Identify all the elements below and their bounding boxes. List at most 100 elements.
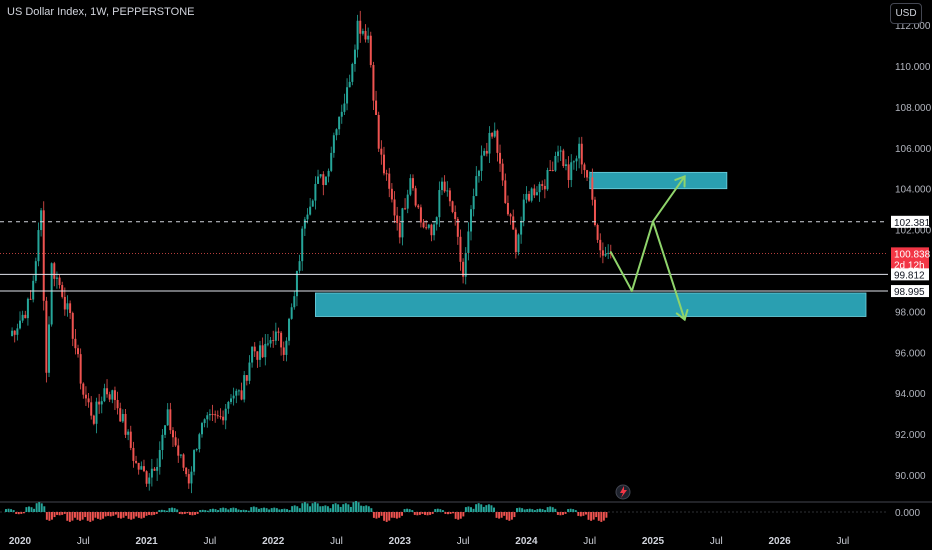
candle-body [303,219,306,229]
candle [530,187,533,203]
supply-demand-zones [314,171,867,317]
oscillator-bar [544,510,547,512]
candle [335,128,338,141]
candle [330,146,333,173]
oscillator-bar [431,512,434,514]
oscillator-pane [0,501,932,522]
oscillator-bar [104,512,107,517]
oscillator-bar [43,506,46,512]
oscillator-bar [477,503,480,512]
flash-icon[interactable] [615,484,631,500]
oscillator-bar [383,512,386,521]
candle-body [113,390,116,401]
candle [501,158,504,186]
oscillator-bar [71,512,74,521]
candle [343,93,346,115]
candle [290,303,293,320]
oscillator-bar [556,512,559,515]
candle [353,44,356,72]
candle-body [145,471,148,484]
oscillator-zero-label: 0.000 [895,508,920,519]
candle-body [364,30,367,40]
oscillator-bar [171,507,174,512]
candle [472,188,475,217]
candle [404,198,407,210]
candle [401,207,404,246]
x-tick-10: Jul [583,536,596,547]
candle [520,216,523,244]
oscillator-bar [490,505,493,512]
candle-body [541,184,544,186]
candle [84,386,87,407]
candle-body [343,103,346,112]
candle [517,233,520,256]
x-tick-14: Jul [837,536,850,547]
candle-body [40,210,43,231]
oscillator-bar [232,507,235,512]
candle-body [256,351,259,360]
oscillator-bar [480,504,483,512]
candle [177,438,180,463]
candle [145,470,148,487]
oscillator-bar [291,506,294,512]
candle-body [282,347,285,355]
candle [441,177,443,196]
oscillator-bar [349,506,352,512]
candle [203,418,206,428]
candle [396,206,399,231]
oscillator-bar [257,508,260,512]
y-tick-3: 108.000 [895,103,932,114]
candle [496,129,499,162]
candle-body [430,224,433,236]
candle [462,258,465,284]
oscillator-bar [600,512,603,522]
symbol-title: US Dollar Index, 1W, PEPPERSTONE [7,6,195,18]
oscillator-bar [56,512,59,515]
oscillator-bar [526,509,529,512]
oscillator-bar [229,508,232,512]
oscillator-bar [35,503,38,512]
candle [79,348,82,390]
oscillator-bar [112,512,115,516]
candle-body [356,20,359,50]
candle-body [142,466,145,472]
candle-body [103,388,106,402]
candle-body [34,261,37,281]
oscillator-bar [424,512,426,515]
candle [164,425,167,439]
label-current-price-bg [891,247,929,272]
oscillator-bar [53,512,56,518]
candle [475,166,478,197]
oscillator-bar [306,503,309,512]
oscillator-bar [528,508,531,512]
y-tick-7: 98.000 [895,307,926,318]
candle-body [90,402,93,416]
oscillator-bar [454,512,457,519]
candle-body [448,190,451,202]
currency-button[interactable]: USD [890,3,922,24]
oscillator-bar [237,509,240,512]
projection-segment-4 [652,220,686,321]
candle [422,219,425,229]
oscillator-bar [204,510,207,512]
candle-body [53,263,56,279]
oscillator-bar [142,512,145,518]
arrow-head-1 [674,174,686,188]
oscillator-bar [10,509,13,512]
candle-body [596,224,599,240]
candle [467,222,470,261]
candle [251,346,254,368]
candle-body [533,188,536,196]
candle [74,328,77,355]
zone-1 [589,171,728,190]
candle-body [19,320,21,329]
candle-body [538,184,541,193]
candle-body [280,332,283,348]
candle-body [451,201,454,212]
candle-body [24,314,27,319]
projection-segment-3 [652,175,686,223]
oscillator-bar [375,512,378,519]
oscillator-bar [73,512,76,518]
